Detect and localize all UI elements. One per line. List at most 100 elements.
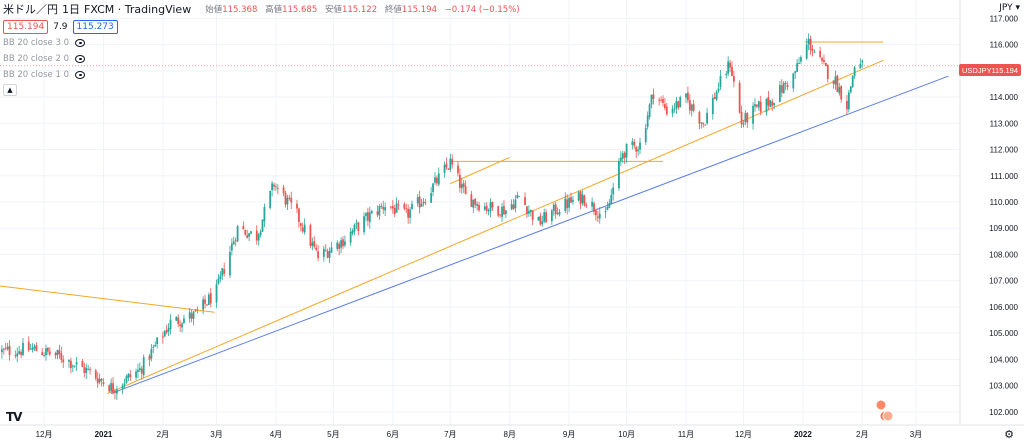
eye-icon[interactable] <box>75 55 85 63</box>
candle-body <box>250 231 252 234</box>
eye-icon[interactable] <box>75 39 85 47</box>
candle-body <box>275 186 277 188</box>
candle-body <box>585 205 588 207</box>
candle-body <box>754 104 756 107</box>
candle-body <box>577 192 580 201</box>
candle-body <box>462 183 465 188</box>
candle-body <box>112 383 114 393</box>
ohlc-values: 始値115.368 高値115.685 安値115.122 終値115.194 … <box>205 3 519 17</box>
candle-body <box>483 206 486 210</box>
candle-body <box>209 293 212 304</box>
candle-body <box>526 206 528 215</box>
candle-body <box>824 62 827 67</box>
candle-body <box>395 203 398 213</box>
candle-body <box>811 49 814 52</box>
chart-grid <box>0 0 960 425</box>
candle-body <box>94 370 97 379</box>
candle-body <box>123 383 126 386</box>
candle-body <box>31 347 34 350</box>
candle-body <box>491 202 494 208</box>
event-marker-icon[interactable] <box>882 410 894 422</box>
indicator-label: BB 20 close 3 0 <box>3 38 69 48</box>
collapse-legend-button[interactable]: ▲ <box>3 84 17 96</box>
open-value: 115.368 <box>222 5 258 15</box>
candle-body <box>380 206 383 207</box>
gear-icon[interactable]: ⚙ <box>1004 428 1014 440</box>
candle-body <box>140 368 143 374</box>
candle-body <box>326 251 329 258</box>
interval-label[interactable]: 1日 <box>62 3 80 16</box>
tradingview-logo[interactable]: TV <box>6 410 23 424</box>
candle-body <box>692 104 695 111</box>
economic-events-markers[interactable] <box>875 399 894 422</box>
candle-body <box>432 183 434 192</box>
candle-body <box>246 235 249 238</box>
candle-body <box>355 223 358 225</box>
currency-selector[interactable]: JPY ▾ <box>999 3 1020 13</box>
candle-body <box>460 183 463 189</box>
indicator-bb-3[interactable]: BB 20 close 3 0 <box>3 36 520 50</box>
sell-button[interactable]: 115.194 <box>3 20 49 34</box>
candle-body <box>135 371 137 378</box>
candle-body <box>71 365 74 367</box>
candle-body <box>115 389 118 394</box>
time-tick-label: 3月 <box>210 430 222 439</box>
candle-body <box>635 147 638 152</box>
candle-body <box>403 204 406 209</box>
candle-body <box>527 210 530 214</box>
price-tick-label: 113.000 <box>990 119 1019 128</box>
candle-body <box>344 241 346 246</box>
candle-body <box>566 199 569 209</box>
price-tick-label: 112.000 <box>990 146 1019 155</box>
candle-body <box>163 331 166 337</box>
candle-body <box>273 184 275 187</box>
candle-body <box>447 168 450 170</box>
candle-body <box>514 199 517 209</box>
candle-body <box>165 329 168 333</box>
candle-body <box>474 198 477 205</box>
trendline-drawings[interactable] <box>0 41 949 394</box>
candle-body <box>729 62 731 68</box>
candle-body <box>794 71 797 73</box>
price-tick-label: 103.000 <box>989 382 1018 391</box>
candle-body <box>838 87 841 94</box>
candle-body <box>537 217 540 221</box>
candle-body <box>687 92 689 101</box>
candle-body <box>786 84 789 88</box>
candle-body <box>87 368 90 370</box>
trade-buttons: 115.194 7.9 115.273 <box>3 20 520 34</box>
candle-body <box>204 299 206 304</box>
low-label: 安値 <box>324 5 342 15</box>
eye-icon[interactable] <box>75 71 85 79</box>
spread-value: 7.9 <box>53 22 68 32</box>
candle-body <box>778 85 781 102</box>
event-marker-icon[interactable] <box>875 399 887 411</box>
candle-body <box>679 97 682 108</box>
candle-body <box>257 234 260 241</box>
indicator-bb-2[interactable]: BB 20 close 2 0 <box>3 52 520 66</box>
candle-body <box>767 97 770 106</box>
candle-body <box>671 108 674 114</box>
buy-button[interactable]: 115.273 <box>72 20 118 34</box>
symbol-name[interactable]: 米ドル／円 <box>3 3 58 16</box>
chevron-down-icon: ▾ <box>1012 3 1020 13</box>
candle-body <box>639 142 641 150</box>
candle-body <box>219 275 222 279</box>
candle-body <box>847 92 850 110</box>
candle-body <box>800 57 802 62</box>
candle-body <box>851 75 854 87</box>
time-tick-label: 11月 <box>678 430 694 439</box>
candle-body <box>690 104 693 111</box>
time-tick-label: 2月 <box>856 430 868 439</box>
candle-body <box>248 233 251 237</box>
candle-body <box>430 193 433 203</box>
time-axis[interactable]: 12月 2021 2月 3月 4月 5月 6月 7月 8月 9月 10月 11月 12月 2022 2月 3月 <box>0 424 1024 439</box>
candle-body <box>328 251 331 258</box>
candle-body <box>704 124 707 126</box>
candle-body <box>244 230 247 235</box>
candle-body <box>539 215 542 225</box>
indicator-bb-1[interactable]: BB 20 close 1 0 <box>3 68 520 82</box>
symbol-row: 米ドル／円 1日 FXCM · TradingView 始値115.368 高値… <box>3 3 520 17</box>
last-price-tag: USDJPY 115.194 <box>959 64 1021 76</box>
